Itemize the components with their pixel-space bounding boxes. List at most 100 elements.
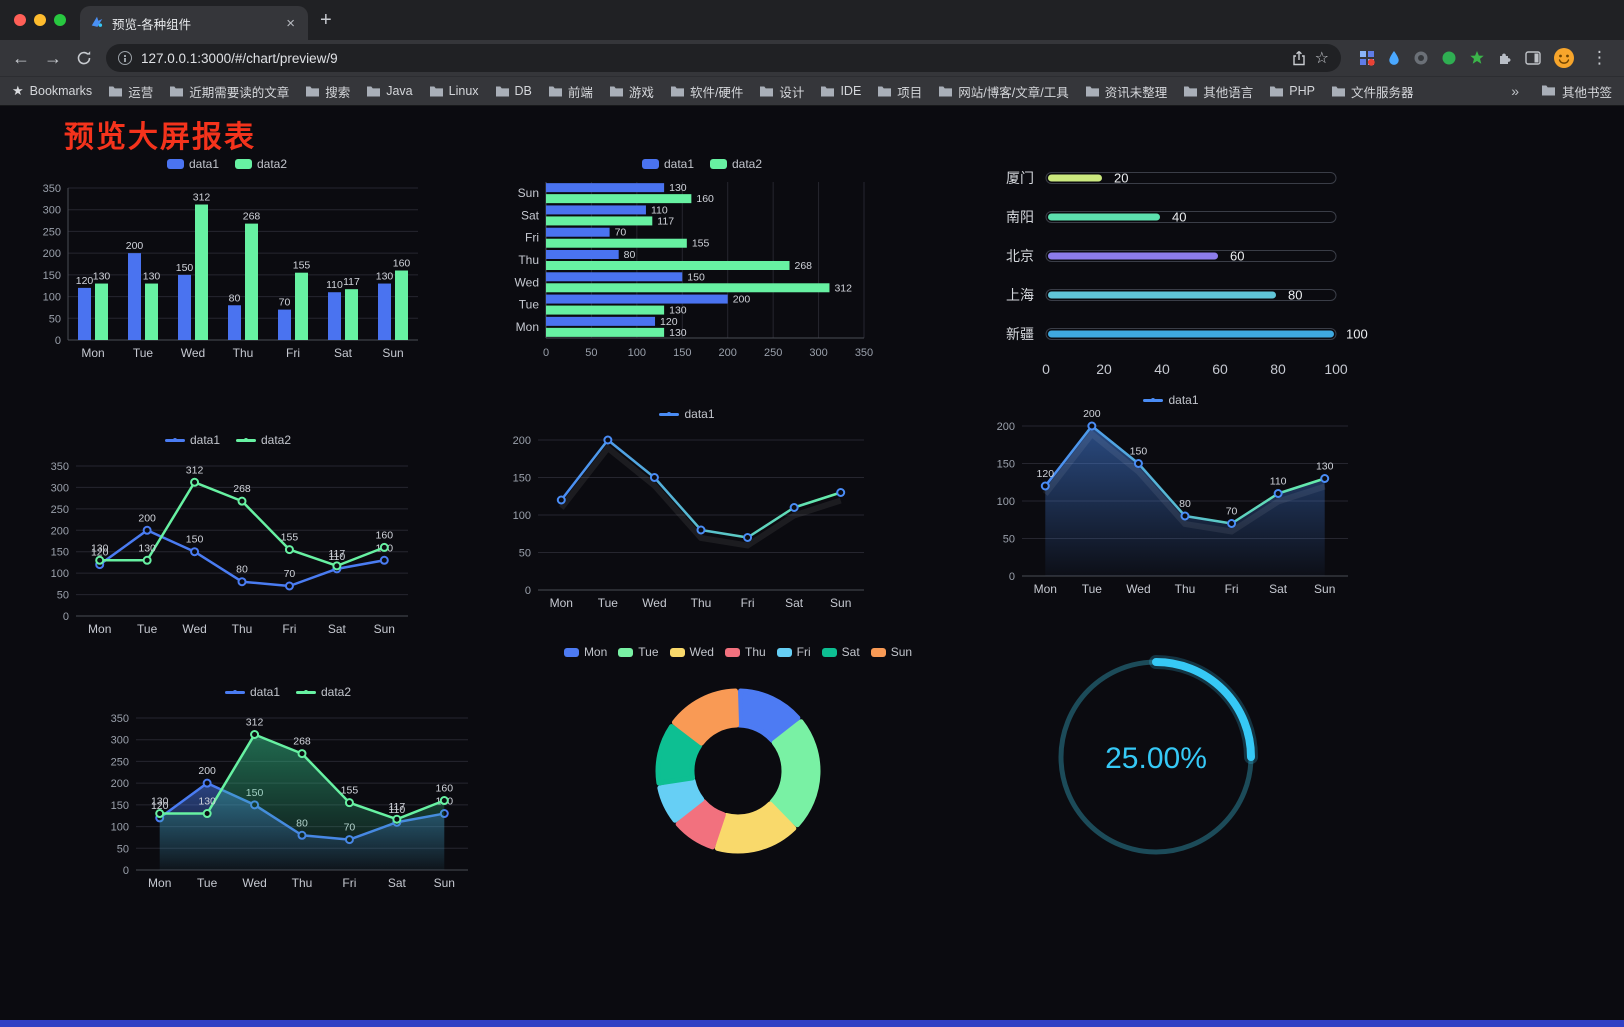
bookmark-folder[interactable]: 近期需要读的文章 <box>169 82 289 101</box>
tab-close-icon[interactable]: × <box>286 14 295 32</box>
sidebar-toggle-icon[interactable] <box>1525 51 1541 65</box>
window-zoom-button[interactable] <box>54 14 66 26</box>
bookmark-folder[interactable]: 运营 <box>108 82 153 101</box>
legend-item[interactable]: Mon <box>563 645 607 659</box>
tab-strip: 预览-各种组件 × + <box>0 0 1624 40</box>
chart-donut-canvas <box>655 688 821 854</box>
bookmark-folder[interactable]: 游戏 <box>609 82 654 101</box>
bookmark-folder[interactable]: 项目 <box>877 82 922 101</box>
bookmark-folder[interactable]: 软件/硬件 <box>670 82 743 101</box>
svg-text:80: 80 <box>624 249 636 261</box>
svg-text:Wed: Wed <box>242 876 266 890</box>
other-bookmarks[interactable]: 其他书签 <box>1541 82 1612 101</box>
bookmark-folder[interactable]: DB <box>495 84 532 98</box>
bookmarks-overflow-chevron[interactable]: » <box>1511 83 1519 99</box>
legend-item[interactable]: Sat <box>821 645 860 659</box>
legend-item[interactable]: Fri <box>776 645 811 659</box>
svg-text:110: 110 <box>388 804 405 816</box>
extensions-puzzle-icon[interactable] <box>1497 50 1513 66</box>
chart-capsule: 厦门 20 南阳 40 北京 60 上海 80 新疆 100 0 20 40 60 80 100 <box>990 160 1368 386</box>
bookmark-folder[interactable]: 资讯未整理 <box>1085 82 1167 101</box>
svg-text:130: 130 <box>93 271 111 283</box>
window-controls <box>0 14 80 26</box>
svg-text:120: 120 <box>151 800 169 812</box>
svg-text:0: 0 <box>63 611 69 623</box>
svg-text:50: 50 <box>49 313 61 325</box>
svg-text:Thu: Thu <box>233 346 254 360</box>
footer-bar <box>0 1020 1624 1027</box>
bookmark-folder[interactable]: PHP <box>1269 84 1315 98</box>
bookmark-folder[interactable]: IDE <box>820 84 861 98</box>
svg-text:Sun: Sun <box>1314 582 1335 596</box>
window-close-button[interactable] <box>14 14 26 26</box>
legend-item[interactable]: data1 <box>641 157 694 171</box>
forward-button[interactable]: → <box>44 48 62 68</box>
gray-circle-extension-icon[interactable] <box>1413 50 1429 66</box>
svg-text:160: 160 <box>696 193 714 205</box>
page-content: 预览大屏报表 data1 data2 0 50 100 150 200 250 300 350 Mo… <box>0 106 1624 1027</box>
bookmark-folder[interactable]: 设计 <box>759 82 804 101</box>
legend-item[interactable]: data1 <box>224 685 280 699</box>
bookmark-folder[interactable]: 文件服务器 <box>1331 82 1413 101</box>
svg-text:Thu: Thu <box>691 596 712 610</box>
svg-text:50: 50 <box>1003 534 1015 546</box>
bookmark-star-icon[interactable]: ☆ <box>1314 50 1329 67</box>
svg-text:Sun: Sun <box>830 596 851 610</box>
drop-extension-icon[interactable] <box>1387 50 1401 66</box>
green-star-extension-icon[interactable] <box>1469 50 1485 66</box>
bookmarks-menu[interactable]: ★ Bookmarks <box>12 83 92 99</box>
svg-text:120: 120 <box>76 275 94 287</box>
legend-item[interactable]: Sun <box>870 645 912 659</box>
legend-item[interactable]: Thu <box>724 645 766 659</box>
svg-text:155: 155 <box>281 532 299 544</box>
svg-text:200: 200 <box>51 525 69 537</box>
svg-text:Mon: Mon <box>550 596 573 610</box>
svg-text:117: 117 <box>657 215 674 227</box>
grid-extension-icon[interactable] <box>1359 50 1375 66</box>
svg-text:Sat: Sat <box>328 622 347 636</box>
profile-avatar[interactable] <box>1553 47 1575 69</box>
svg-text:北京: 北京 <box>1006 248 1034 264</box>
svg-text:Sat: Sat <box>334 346 353 360</box>
legend-item[interactable]: data1 <box>1143 393 1199 407</box>
chart-legend: data1 data2 <box>506 152 898 176</box>
svg-text:Tue: Tue <box>519 298 540 312</box>
url-bar[interactable]: 127.0.0.1:3000/#/chart/preview/9 ☆ <box>106 44 1341 72</box>
reload-button[interactable] <box>76 50 92 66</box>
svg-text:Mon: Mon <box>148 876 171 890</box>
svg-text:150: 150 <box>673 347 691 359</box>
svg-text:80: 80 <box>1270 361 1286 377</box>
browser-toolbar: ← → 127.0.0.1:3000/#/chart/preview/9 ☆ <box>0 40 1624 76</box>
bookmark-folder[interactable]: Java <box>366 84 413 98</box>
new-tab-button[interactable]: + <box>320 9 332 31</box>
legend-item[interactable]: data2 <box>235 157 287 171</box>
bookmark-folder[interactable]: 网站/博客/文章/工具 <box>938 82 1069 101</box>
bookmark-folder[interactable]: 搜索 <box>305 82 350 101</box>
bookmark-folder[interactable]: Linux <box>429 84 479 98</box>
browser-tab[interactable]: 预览-各种组件 × <box>80 6 308 40</box>
legend-item[interactable]: data2 <box>710 157 762 171</box>
legend-item[interactable]: data1 <box>166 157 219 171</box>
legend-item[interactable]: Wed <box>669 645 714 659</box>
chart-area-single-canvas: 0 50 100 150 200 Mon Tue Wed Thu Fri Sat Sun 120 200 1… <box>997 408 1348 596</box>
back-button[interactable]: ← <box>12 48 30 68</box>
svg-text:130: 130 <box>669 182 687 194</box>
svg-text:0: 0 <box>543 347 549 359</box>
site-info-icon[interactable] <box>118 51 132 65</box>
share-icon[interactable] <box>1292 50 1306 66</box>
legend-item[interactable]: Tue <box>618 645 659 659</box>
legend-item[interactable]: data2 <box>296 685 351 699</box>
legend-item[interactable]: data1 <box>659 407 715 421</box>
svg-text:130: 130 <box>138 542 156 554</box>
legend-item[interactable]: data2 <box>236 433 291 447</box>
chart-area-single: data1 0 50 100 150 200 Mon Tue Wed Thu Fri Sat Sun 12… <box>982 388 1360 600</box>
chart-horizontal-bar: data1 data2 0 50 100 150 200 250 300 350 Sun 130 160… <box>506 152 898 364</box>
window-minimize-button[interactable] <box>34 14 46 26</box>
legend-item[interactable]: data1 <box>164 433 220 447</box>
bookmark-folder[interactable]: 其他语言 <box>1183 82 1253 101</box>
browser-menu-icon[interactable]: ⋮ <box>1591 48 1608 67</box>
bookmark-folder[interactable]: 前端 <box>548 82 593 101</box>
green-circle-extension-icon[interactable] <box>1441 50 1457 66</box>
svg-text:110: 110 <box>651 204 668 216</box>
